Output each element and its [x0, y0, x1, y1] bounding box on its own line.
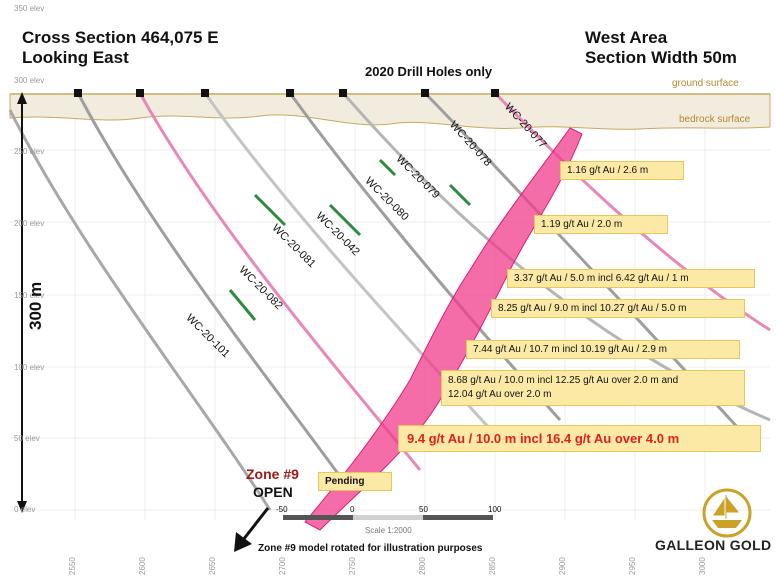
elev-label: 250 elev [14, 147, 45, 156]
horizontal-scale-bar [283, 515, 493, 520]
grid [10, 95, 770, 520]
assay-label: 1.16 g/t Au / 2.6 m [560, 161, 684, 180]
vertical-scale [17, 92, 27, 513]
elev-label: 300 elev [14, 76, 45, 85]
assay-label-highlight: 9.4 g/t Au / 10.0 m incl 16.4 g/t Au ove… [398, 425, 761, 452]
pending-label: Pending [318, 472, 392, 491]
elev-label: 100 elev [14, 363, 45, 372]
drill-hole-wc-20-082 [76, 92, 352, 491]
elev-label: 0 elev [14, 505, 36, 514]
drill-hole-wc-20-101 [8, 109, 272, 511]
scale-tick: 50 [419, 505, 428, 514]
easting-label: 2650 [208, 557, 217, 575]
easting-label: 2550 [68, 557, 77, 575]
ground-surface-label: ground surface [672, 78, 739, 89]
section-width: Section Width 50m [585, 48, 737, 67]
area-title: West Area [585, 28, 668, 47]
elev-label: 350 elev [14, 4, 45, 13]
easting-label: 2750 [348, 557, 357, 575]
easting-label: 2950 [628, 557, 637, 575]
easting-label: 3000 [698, 557, 707, 575]
assay-label: 8.68 g/t Au / 10.0 m incl 12.25 g/t Au o… [448, 375, 679, 386]
elev-label: 50 elev [14, 434, 40, 443]
zone-status: OPEN [253, 484, 293, 500]
assay-label: 12.04 g/t Au over 2.0 m [448, 389, 552, 400]
galleon-logo-icon [702, 488, 752, 538]
assay-label: 1.19 g/t Au / 2.0 m [534, 215, 668, 234]
cross-section-title: Cross Section 464,075 E [22, 28, 219, 47]
elev-label: 150 elev [14, 291, 45, 300]
assay-label: 7.44 g/t Au / 10.7 m incl 10.19 g/t Au /… [466, 340, 740, 359]
arrow-icon [234, 507, 270, 552]
scale-label: Scale 1:2000 [365, 526, 412, 535]
assay-label-group: 8.68 g/t Au / 10.0 m incl 12.25 g/t Au o… [441, 370, 745, 406]
easting-label: 2850 [488, 557, 497, 575]
easting-label: 2700 [278, 557, 287, 575]
easting-label: 2800 [418, 557, 427, 575]
overburden-band [9, 93, 771, 130]
assay-label: 8.25 g/t Au / 9.0 m incl 10.27 g/t Au / … [491, 299, 745, 318]
zone-9-body [304, 127, 583, 531]
scale-tick: -50 [276, 505, 288, 514]
scale-tick: 100 [488, 505, 502, 514]
easting-label: 2600 [138, 557, 147, 575]
scale-tick: 0 [350, 505, 355, 514]
vertical-scale-label: 300 m [26, 281, 45, 330]
easting-label: 2900 [558, 557, 567, 575]
rotation-note: Zone #9 model rotated for illustration p… [258, 543, 483, 554]
bedrock-surface-label: bedrock surface [679, 114, 751, 125]
collar-markers [74, 89, 499, 97]
looking-direction: Looking East [22, 48, 129, 67]
assay-label: 3.37 g/t Au / 5.0 m incl 6.42 g/t Au / 1… [507, 269, 755, 288]
zone-label: Zone #9 [246, 466, 299, 482]
assay-intervals [228, 158, 472, 321]
drill-holes-caption: 2020 Drill Holes only [365, 64, 493, 79]
logo-text: GALLEON GOLD [655, 537, 772, 553]
elev-label: 200 elev [14, 219, 45, 228]
